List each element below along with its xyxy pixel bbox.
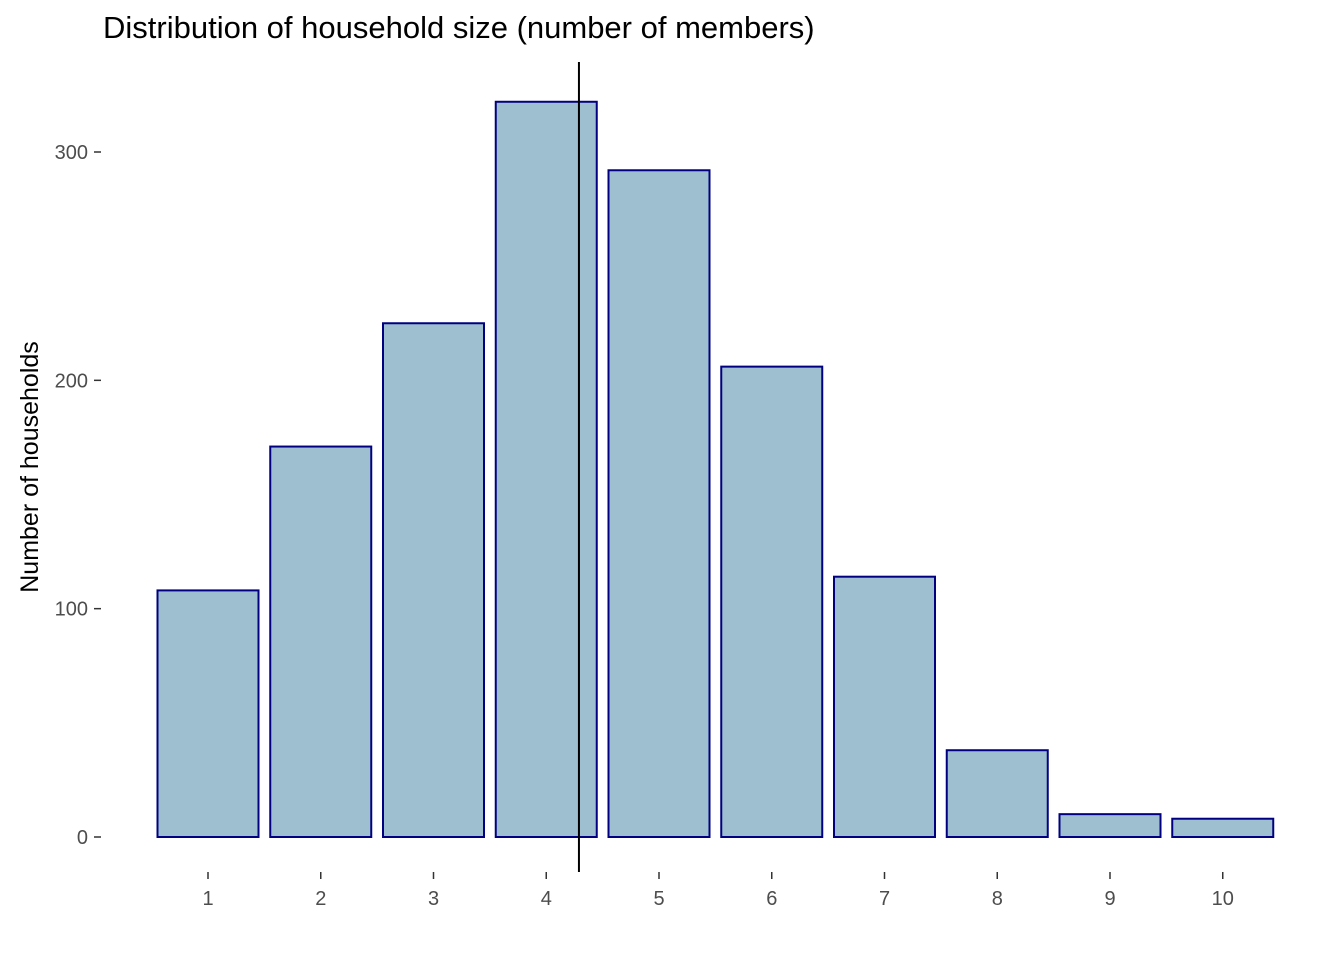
bar-10 <box>1171 817 1275 839</box>
x-tick-label: 10 <box>1212 888 1234 910</box>
bar-3 <box>382 322 485 838</box>
x-tick-label: 5 <box>653 888 664 910</box>
y-tick-label: 100 <box>55 599 88 621</box>
x-axis: 1 2 3 4 5 6 7 8 9 10 <box>202 872 1234 910</box>
y-axis: 0 100 200 300 <box>55 142 101 849</box>
y-tick-label: 0 <box>77 827 88 849</box>
x-tick-label: 8 <box>992 888 1003 910</box>
x-tick-label: 3 <box>428 888 439 910</box>
x-tick-label: 1 <box>202 888 213 910</box>
bar-5 <box>607 169 711 838</box>
y-tick-label: 200 <box>55 370 88 392</box>
x-tick-label: 4 <box>541 888 552 910</box>
y-tick-label: 300 <box>55 142 88 164</box>
bar-1 <box>156 589 260 839</box>
y-axis-title: Number of households <box>16 341 44 593</box>
x-tick-label: 6 <box>766 888 777 910</box>
bar-9 <box>1058 813 1162 839</box>
x-tick-label: 7 <box>879 888 890 910</box>
bar-6 <box>720 365 824 838</box>
bar-2 <box>269 445 373 838</box>
chart-title: Distribution of household size (number o… <box>103 10 815 45</box>
bar-7 <box>833 575 936 838</box>
bar-8 <box>945 749 1049 839</box>
bar-4 <box>494 100 598 839</box>
x-tick-label: 2 <box>315 888 326 910</box>
x-tick-label: 9 <box>1104 888 1115 910</box>
bars <box>156 100 1275 839</box>
